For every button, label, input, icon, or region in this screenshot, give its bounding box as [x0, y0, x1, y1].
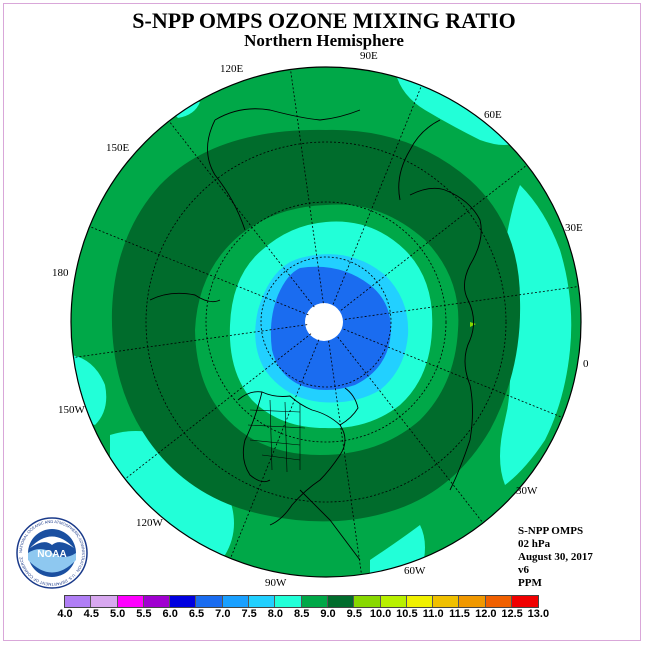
colorbar-swatch — [196, 596, 223, 607]
cyan-patch-east — [500, 185, 572, 485]
colorbar-swatch — [249, 596, 276, 607]
colorbar-tick-label: 8.0 — [267, 608, 284, 620]
ozone-field — [71, 67, 581, 577]
colorbar-tick-label: 13.0 — [527, 608, 550, 620]
lon-label-90e: 90E — [360, 50, 378, 62]
meridian-line — [73, 324, 308, 358]
colorbar-swatch — [222, 596, 250, 607]
colorbar-tick-label: 7.0 — [215, 608, 231, 620]
lon-label-150e: 150E — [106, 142, 130, 154]
meridian-line — [168, 120, 315, 308]
info-date: August 30, 2017 — [518, 551, 593, 563]
info-block: S-NPP OMPS 02 hPa August 30, 2017 v6 PPM — [518, 525, 593, 590]
colorbar-tick-label: 5.0 — [109, 608, 126, 620]
dark-green-band — [111, 129, 521, 522]
info-version: v6 — [518, 564, 529, 576]
meridian-line — [89, 226, 309, 316]
colorbar-tick-label: 11.0 — [422, 608, 444, 620]
colorbar-swatch — [459, 596, 486, 607]
colorbar-tick-label: 7.5 — [241, 608, 257, 620]
colorbar-swatch — [327, 596, 355, 607]
meridian-line — [344, 286, 579, 320]
colorbar-tick-label: 11.5 — [449, 608, 470, 620]
colorbar-tick-label: 9.0 — [320, 608, 336, 620]
colorbar-tick-label: 12.0 — [475, 608, 497, 620]
colorbar-swatch — [275, 596, 302, 607]
meridian-line — [337, 336, 484, 524]
lon-label-30w: 30W — [516, 485, 538, 497]
lon-label-120e: 120E — [220, 63, 244, 75]
map-title: S-NPP OMPS OZONE MIXING RATIO — [132, 8, 516, 33]
lon-label-180: 180 — [52, 267, 69, 279]
map-subtitle: Northern Hemisphere — [244, 31, 404, 50]
pole-missing-data — [305, 303, 343, 341]
colorbar — [64, 595, 540, 608]
meridian-line — [124, 333, 312, 480]
meridian-line — [343, 328, 563, 418]
lon-label-120w: 120W — [136, 517, 163, 529]
colorbar-tick-label: 4.0 — [57, 608, 73, 620]
colorbar-swatch — [170, 596, 197, 607]
colorbar-tick-label: 6.0 — [162, 608, 178, 620]
colorbar-tick-label: 9.5 — [346, 608, 362, 620]
lon-label-150w: 150W — [58, 404, 85, 416]
colorbar-swatch — [433, 596, 460, 607]
colorbar-swatch — [485, 596, 513, 607]
meridian-line — [230, 339, 320, 559]
speck-9-5 — [470, 322, 476, 327]
meridian-line — [340, 164, 528, 311]
colorbar-tick-label: 8.5 — [294, 608, 310, 620]
colorbar-tick-label: 6.5 — [188, 608, 205, 620]
country-borders — [247, 399, 306, 473]
lon-label-0: 0 — [583, 358, 589, 370]
meridian-line — [332, 85, 422, 305]
colorbar-tick-label: 5.5 — [136, 608, 152, 620]
colorbar-tick-label: 10.0 — [369, 608, 392, 620]
colorbar-swatch — [301, 596, 328, 607]
info-level: 02 hPa — [518, 538, 551, 550]
colorbar-swatch — [406, 596, 434, 607]
colorbar-tick-label: 12.5 — [501, 608, 523, 620]
colorbar-swatch — [143, 596, 171, 607]
lon-label-60e: 60E — [484, 109, 502, 121]
lon-label-30e: 30E — [565, 222, 583, 234]
map-boundary — [70, 66, 582, 578]
coastlines — [149, 108, 482, 561]
meridian-line — [328, 340, 362, 575]
graticule — [73, 69, 579, 575]
colorbar-swatch — [354, 596, 381, 607]
lon-label-90w: 90W — [265, 577, 287, 589]
colorbar-tick-label: 10.5 — [396, 608, 418, 620]
plot-frame — [3, 3, 641, 641]
info-units: PPM — [518, 577, 542, 589]
colorbar-swatch — [91, 596, 118, 607]
lon-label-60w: 60W — [404, 565, 426, 577]
colorbar-swatch — [117, 596, 144, 607]
info-instrument: S-NPP OMPS — [518, 525, 584, 537]
colorbar-swatch — [380, 596, 407, 607]
colorbar-swatch — [65, 596, 92, 607]
colorbar-tick-labels: 4.0 4.5 5.0 5.5 6.0 6.5 7.0 7.5 8.0 8.5 9.0 9.5 10.0… — [0, 608, 648, 622]
meridian-line — [290, 69, 324, 304]
colorbar-tick-label: 4.5 — [83, 608, 99, 620]
colorbar-swatch — [512, 596, 539, 607]
